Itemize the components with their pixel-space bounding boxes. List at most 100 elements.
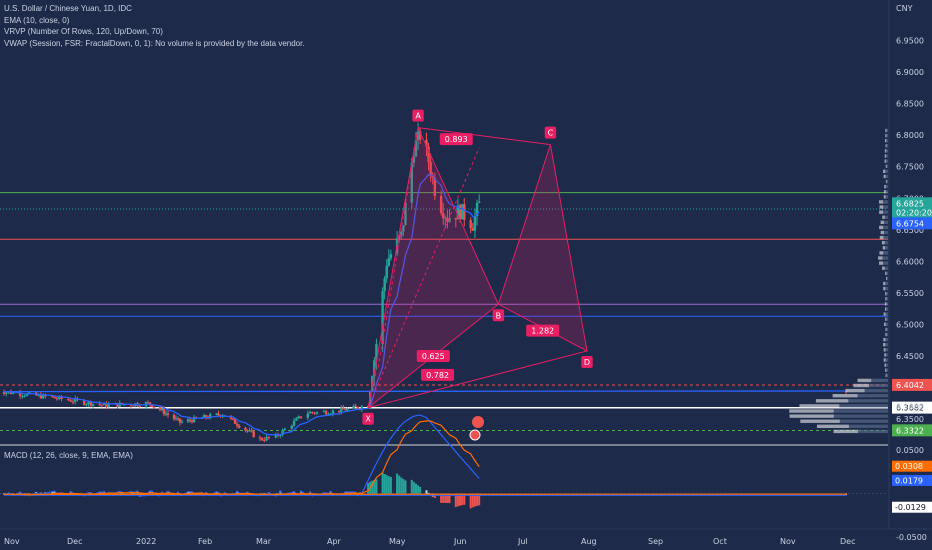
candle-body bbox=[41, 394, 45, 399]
volume-profile-bar bbox=[871, 378, 888, 383]
vwap-indicator-label[interactable]: VWAP (Session, FSR: FractalDown, 0, 1): … bbox=[4, 38, 305, 48]
candle-body bbox=[404, 202, 407, 226]
price-tick-label: 6.9000 bbox=[896, 68, 924, 77]
candle-body bbox=[231, 418, 235, 420]
macd-histogram-bar bbox=[469, 493, 472, 509]
candle-body bbox=[118, 402, 121, 407]
volume-profile-bar bbox=[879, 235, 884, 240]
candle-body bbox=[322, 411, 326, 413]
candle-body bbox=[260, 438, 264, 441]
volume-profile-bar bbox=[883, 225, 888, 230]
volume-profile-bar bbox=[864, 388, 888, 393]
price-tick-label: 6.4500 bbox=[896, 352, 924, 361]
volume-profile-bar bbox=[789, 409, 834, 413]
price-tick-label: 6.5500 bbox=[896, 289, 924, 298]
event-icon bbox=[472, 416, 484, 428]
volume-profile-bar bbox=[883, 358, 886, 362]
candle-body bbox=[250, 430, 253, 432]
candle-body bbox=[178, 418, 182, 423]
macd-histogram-bar bbox=[417, 485, 420, 494]
volume-profile-bar bbox=[885, 133, 887, 138]
macd-histogram-bar bbox=[398, 475, 401, 494]
price-tick-label: 6.5000 bbox=[896, 320, 924, 329]
pattern-ratio-2-bg bbox=[526, 324, 560, 337]
macd-histogram-bar bbox=[396, 473, 399, 494]
vrvp-indicator-label[interactable]: VRVP (Number Of Rows, 120, Up/Down, 70) bbox=[4, 27, 163, 36]
time-tick-label: Aug bbox=[581, 537, 597, 546]
volume-profile-bar bbox=[878, 256, 883, 260]
macd-histogram-bar bbox=[53, 491, 56, 494]
macd-marker-value: 0.0308 bbox=[895, 462, 923, 471]
price-marker-value: 6.6754 bbox=[896, 219, 924, 228]
macd-histogram-bar bbox=[132, 493, 135, 495]
macd-marker-label: -0.0129 bbox=[892, 501, 932, 513]
pattern-ratio-0-text: 0.893 bbox=[445, 135, 468, 144]
candle-body bbox=[473, 216, 477, 231]
candle-body bbox=[229, 416, 233, 419]
volume-profile-bar bbox=[879, 251, 884, 255]
volume-profile-bar bbox=[853, 383, 870, 388]
pattern-ratio-1-bg bbox=[416, 350, 450, 362]
volume-profile-bar bbox=[880, 220, 884, 225]
chart-legend: U.S. Dollar / Chinese Yuan, 1D, IDC EMA … bbox=[4, 3, 305, 49]
symbol-title[interactable]: U.S. Dollar / Chinese Yuan, 1D, IDC bbox=[4, 4, 132, 13]
candle-body bbox=[400, 231, 403, 236]
pattern-ratio-1: 0.625 bbox=[416, 350, 450, 362]
candle-body bbox=[402, 225, 405, 232]
volume-profile-bar bbox=[885, 184, 888, 189]
candle-body bbox=[122, 404, 126, 406]
volume-profile-bar bbox=[883, 230, 888, 235]
volume-profile-bar bbox=[885, 317, 887, 321]
candle-body bbox=[235, 423, 239, 426]
macd-histogram-bar bbox=[51, 491, 54, 494]
volume-profile-bar bbox=[884, 139, 887, 143]
macd-histogram-bar bbox=[442, 493, 445, 503]
macd-histogram-bar bbox=[448, 493, 451, 504]
candle-body bbox=[180, 421, 184, 423]
candle-body bbox=[150, 404, 154, 407]
candle-body bbox=[340, 407, 343, 413]
macd-histogram-bar bbox=[299, 491, 302, 494]
price-tick-label: 6.7500 bbox=[896, 163, 924, 172]
volume-profile-bar bbox=[883, 286, 886, 291]
candle-body bbox=[186, 419, 190, 422]
candle-body bbox=[102, 403, 106, 406]
macd-histogram-bar bbox=[476, 493, 479, 506]
price-marker-label: 6.3682 bbox=[892, 401, 932, 414]
volume-profile-bar bbox=[879, 205, 884, 209]
candle-body bbox=[369, 391, 372, 408]
macd-histogram-bar bbox=[461, 493, 464, 506]
candle-body bbox=[252, 431, 255, 438]
ema-indicator-label[interactable]: EMA (10, close, 0) bbox=[4, 15, 70, 25]
time-tick-label: Dec bbox=[67, 537, 82, 546]
macd-histogram-bar bbox=[371, 480, 374, 494]
candle-body bbox=[418, 131, 422, 140]
candle-body bbox=[308, 412, 312, 414]
price-marker-label: 6.3322 bbox=[892, 424, 932, 437]
candle-body bbox=[446, 217, 449, 222]
macd-indicator-label[interactable]: MACD (12, 26, close, 9, EMA, EMA) bbox=[4, 451, 133, 460]
volume-profile-bar bbox=[886, 327, 888, 332]
volume-profile-bar bbox=[886, 139, 888, 143]
volume-profile-bar bbox=[886, 133, 888, 138]
candle-body bbox=[25, 393, 29, 396]
pattern-ratio-0: 0.893 bbox=[439, 133, 473, 146]
volume-profile-bar bbox=[885, 337, 888, 342]
macd-histogram-bar bbox=[215, 491, 218, 494]
candle-body bbox=[91, 403, 95, 406]
time-tick-label: May bbox=[389, 537, 406, 546]
candle-body bbox=[433, 177, 437, 197]
macd-histogram-bar bbox=[446, 493, 449, 504]
candle-body bbox=[475, 202, 479, 217]
volume-profile-bar bbox=[832, 394, 858, 398]
price-tick-label: 6.3500 bbox=[896, 415, 924, 424]
volume-profile-bar bbox=[885, 164, 887, 168]
time-tick-label: Dec bbox=[840, 537, 855, 546]
macd-histogram-bar bbox=[329, 491, 332, 494]
volume-profile-bar bbox=[883, 322, 886, 327]
price-marker-value: 6.3682 bbox=[896, 404, 924, 413]
volume-profile-bar bbox=[883, 312, 886, 316]
candle-body bbox=[21, 395, 24, 397]
volume-profile-bar bbox=[885, 353, 888, 357]
